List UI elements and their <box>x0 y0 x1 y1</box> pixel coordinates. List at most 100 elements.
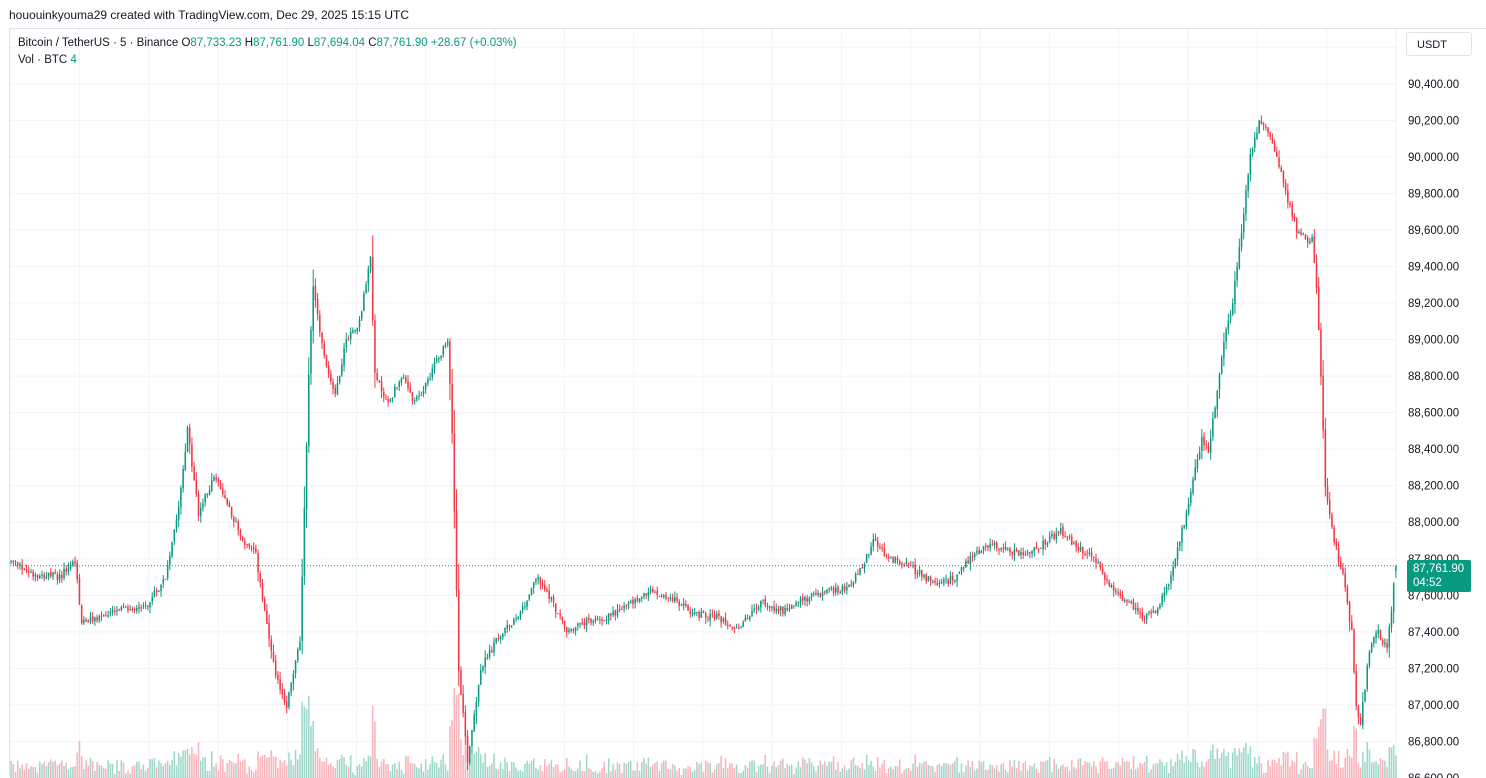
candle-body <box>1214 407 1216 419</box>
candle-body <box>652 589 654 592</box>
candle-body <box>144 604 147 606</box>
volume-bar <box>336 760 339 778</box>
candle-body <box>83 620 85 624</box>
volume-bar <box>442 754 445 778</box>
volume-bar <box>241 760 244 778</box>
candle-body <box>627 602 630 606</box>
candle-body <box>1154 610 1157 614</box>
volume-bar <box>87 765 90 778</box>
volume-bar <box>486 766 489 778</box>
candle-body <box>292 673 295 684</box>
volume-bar <box>914 754 916 778</box>
volume-bar <box>1240 752 1243 778</box>
candle-body <box>720 616 722 623</box>
candle-body <box>1066 536 1069 538</box>
volume-bar <box>50 759 52 778</box>
volume-bar <box>621 773 623 778</box>
candle-body <box>603 620 606 622</box>
candle-body <box>729 625 731 627</box>
candle-body <box>881 547 883 549</box>
volume-bar <box>1179 759 1181 778</box>
volume-bar <box>1084 760 1086 778</box>
candle-body <box>127 606 129 611</box>
candle-body <box>744 617 747 622</box>
candle-body <box>1037 548 1040 550</box>
candle-body <box>1392 583 1395 612</box>
candle-body <box>290 682 292 693</box>
candle-body <box>215 477 217 480</box>
volume-bar <box>1375 761 1377 778</box>
candle-body <box>546 589 548 592</box>
candle-body <box>1324 429 1327 487</box>
candle-body <box>222 488 224 495</box>
candle-body <box>923 574 925 578</box>
candle-body <box>1284 182 1287 191</box>
candle-body <box>345 338 348 348</box>
volume-bar <box>1351 757 1353 778</box>
volume-bar <box>308 695 310 778</box>
candle-body <box>158 590 160 592</box>
candle-body <box>171 542 173 557</box>
volume-bar <box>338 758 341 778</box>
volume-bar <box>1265 772 1267 778</box>
candle-body <box>153 590 156 597</box>
candle-body <box>1176 547 1179 560</box>
candle-body <box>213 477 215 481</box>
volume-bar <box>462 755 464 778</box>
volume-bar <box>1392 745 1395 778</box>
candle-body <box>418 395 420 397</box>
volume-bar <box>1348 755 1351 778</box>
volume-bar <box>665 760 667 778</box>
candle-body <box>532 582 535 588</box>
currency-button[interactable]: USDT <box>1406 32 1472 56</box>
volume-bar <box>61 760 63 778</box>
volume-bar <box>140 769 142 778</box>
volume-bar <box>356 765 359 778</box>
candle-body <box>471 730 473 746</box>
candle-body <box>764 598 767 606</box>
volume-bar <box>658 771 661 778</box>
chart-pane[interactable]: 86,600.00 86,800.00 87,000.00 87,200.00 87,4… <box>9 28 1486 778</box>
volume-bar <box>998 771 1000 778</box>
candle-body <box>1194 467 1197 480</box>
volume-bar <box>592 771 595 778</box>
candle-body <box>559 613 561 616</box>
candle-body <box>640 597 643 599</box>
volume-bar <box>784 768 786 778</box>
candle-body <box>1293 216 1296 220</box>
volume-bar <box>601 768 603 778</box>
volume-bar <box>599 771 601 778</box>
volume-bar <box>870 760 872 778</box>
volume-bar <box>464 745 467 778</box>
price-scale-background[interactable] <box>1397 29 1486 778</box>
volume-bar <box>896 766 899 778</box>
candle-body <box>601 619 603 621</box>
volume-bar <box>244 759 246 778</box>
candle-body <box>486 657 489 659</box>
candle-body <box>1386 643 1388 649</box>
candle-body <box>793 605 795 607</box>
volume-bar <box>186 748 189 778</box>
legend-symbol[interactable]: Bitcoin / TetherUS · 5 · Binance <box>18 37 179 49</box>
volume-bar <box>299 754 301 778</box>
candle-body <box>819 593 822 597</box>
volume-bar <box>755 772 758 778</box>
candle-body <box>1141 612 1144 619</box>
legend-volume-label[interactable]: Vol · BTC <box>18 54 68 66</box>
volume-bar <box>341 754 343 778</box>
volume-bar <box>76 752 79 778</box>
volume-bar <box>208 770 211 778</box>
price-scale[interactable]: 86,600.00 86,800.00 87,000.00 87,200.00 87,4… <box>1408 42 1459 778</box>
volume-bar <box>427 769 429 778</box>
volume-bar <box>949 764 952 778</box>
price-chart[interactable]: 86,600.00 86,800.00 87,000.00 87,200.00 87,4… <box>10 29 1486 778</box>
volume-bar <box>105 769 107 778</box>
volume-bar <box>762 764 764 778</box>
volume-bar <box>720 755 722 778</box>
candle-body <box>704 613 707 619</box>
symbol-legend: Bitcoin / TetherUS · 5 · Binance O87,733… <box>18 35 517 69</box>
volume-bar <box>852 757 855 778</box>
volume-bar <box>901 773 903 778</box>
candle-body <box>859 567 861 575</box>
candle-body <box>1370 643 1373 653</box>
